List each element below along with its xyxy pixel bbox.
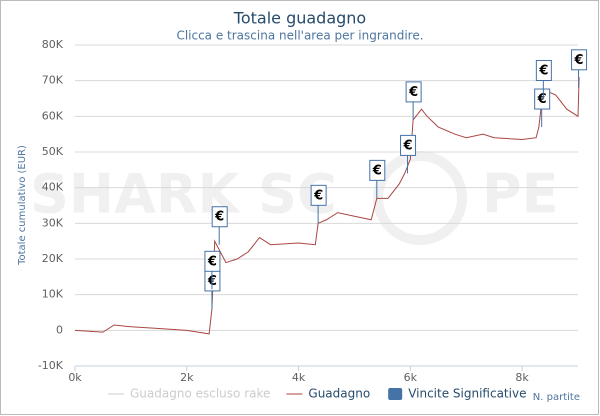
flag-text: € <box>372 163 382 178</box>
flag <box>571 49 588 71</box>
x-axis-label: N. partite <box>533 392 580 403</box>
x-tick-label: 6k <box>404 371 418 384</box>
flag <box>400 134 417 156</box>
y-tick-label: -10K <box>38 359 64 372</box>
legend-label: Guadagno <box>308 387 370 401</box>
legend-symbol <box>388 388 403 400</box>
watermark: SHARK SC <box>30 163 337 226</box>
y-tick-label: 80K <box>42 38 64 51</box>
flag-text: € <box>538 64 548 79</box>
flag-text: € <box>574 53 584 68</box>
flag <box>211 206 228 228</box>
flag-text: € <box>408 85 418 100</box>
flag <box>535 60 552 81</box>
flag-text: € <box>207 254 217 269</box>
y-axis-label: Totale cumulativo (EUR) <box>17 145 28 266</box>
y-tick-label: 20K <box>42 252 64 265</box>
legend-label: Guadagno escluso rake <box>130 387 270 401</box>
flag-text: € <box>214 210 224 225</box>
flag <box>534 88 551 110</box>
x-tick-label: 2k <box>180 371 194 384</box>
flag-text: € <box>537 92 547 107</box>
flag <box>369 159 386 181</box>
x-tick-label: 4k <box>292 371 306 384</box>
y-tick-label: 10K <box>42 288 64 301</box>
flag <box>204 250 221 272</box>
flag <box>310 184 327 206</box>
y-tick-label: 50K <box>42 145 64 158</box>
legend-label: Vincite Significative <box>408 387 526 401</box>
x-tick-label: 0k <box>68 371 82 384</box>
y-tick-label: 0 <box>56 323 63 336</box>
chart-title: Totale guadagno <box>233 9 366 28</box>
y-tick-label: 60K <box>42 109 64 122</box>
chart-subtitle: Clicca e trascina nell'area per ingrandi… <box>176 29 423 43</box>
flag <box>405 81 422 103</box>
flag-text: € <box>403 138 413 153</box>
y-tick-label: 40K <box>42 181 64 194</box>
y-tick-label: 70K <box>42 74 64 87</box>
flag-text: € <box>313 188 323 203</box>
x-tick-label: 8k <box>515 371 529 384</box>
y-tick-label: 30K <box>42 216 64 229</box>
watermark: PE <box>482 163 558 226</box>
